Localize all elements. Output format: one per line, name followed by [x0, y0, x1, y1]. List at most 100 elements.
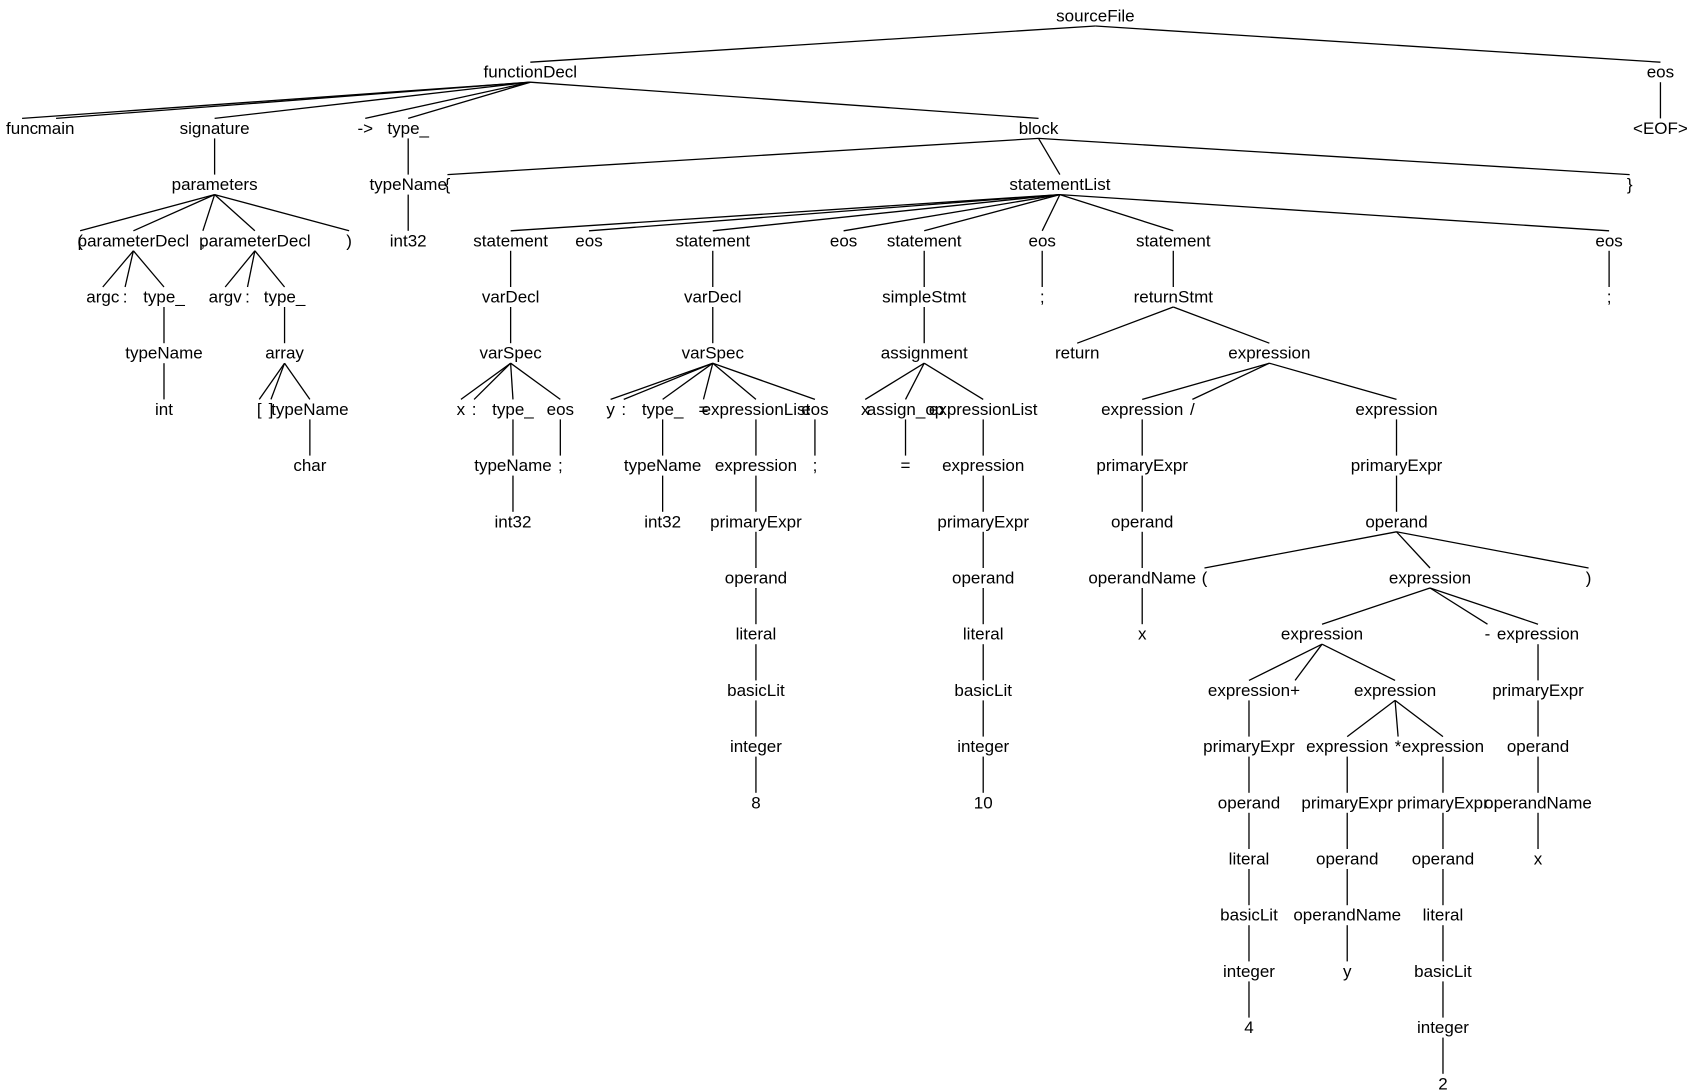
tree-node-operand: operand — [1218, 793, 1280, 812]
tree-node-integer: integer — [730, 737, 782, 756]
tree-edge — [904, 362, 925, 400]
tree-node-semicolon: ; — [558, 456, 563, 475]
tree-node-operand: operand — [952, 569, 1014, 588]
tree-edge — [1394, 699, 1444, 738]
tree-node-operand: operand — [1365, 512, 1427, 531]
tree-edge — [254, 250, 286, 288]
tree-node-char: char — [293, 456, 326, 475]
tree-node-type-name: typeName — [125, 344, 202, 363]
tree-node-2: 2 — [1438, 1074, 1447, 1090]
tree-node-equals: = — [699, 400, 709, 419]
tree-node-assignment: assignment — [881, 344, 968, 363]
tree-node-rparen: ) — [346, 231, 352, 250]
tree-edge — [214, 81, 531, 120]
tree-edge — [1038, 137, 1630, 176]
tree-node-literal: literal — [1423, 906, 1464, 925]
tree-edge — [214, 193, 350, 232]
tree-edge — [1142, 362, 1270, 401]
tree-node-x: x — [1534, 850, 1543, 869]
tree-edge — [1192, 362, 1270, 400]
tree-edge — [473, 362, 512, 400]
tree-edge — [447, 137, 1039, 176]
tree-node-slash: / — [1190, 400, 1195, 419]
tree-edge — [1396, 531, 1589, 569]
tree-edge — [530, 25, 1096, 63]
tree-node-literal: literal — [736, 625, 777, 644]
tree-node-y: y — [606, 400, 615, 419]
tree-node-expression: expression — [1101, 400, 1183, 419]
tree-edge — [509, 363, 514, 400]
tree-node-rbracket: ] — [269, 400, 274, 419]
tree-node-asterisk: * — [1395, 737, 1402, 756]
tree-node-semicolon: ; — [1040, 288, 1045, 307]
tree-edge — [712, 362, 816, 401]
tree-node-expression: expression — [1228, 344, 1310, 363]
tree-edge — [284, 362, 311, 400]
tree-node-type-name: typeName — [271, 400, 348, 419]
tree-node-parameter-decl: parameterDecl — [199, 231, 311, 250]
tree-node-operand-name: operandName — [1088, 569, 1196, 588]
tree-nodes: sourceFile functionDecl func main signature p… — [6, 7, 1688, 1090]
tree-node-basic-lit: basicLit — [1414, 962, 1472, 981]
tree-node-lbrace: { — [445, 175, 451, 194]
tree-node-integer: integer — [957, 737, 1009, 756]
tree-node-lbracket: [ — [257, 400, 262, 419]
tree-edge — [1429, 587, 1539, 625]
tree-edge — [510, 362, 561, 400]
tree-node-type-name: typeName — [474, 456, 551, 475]
tree-edge — [1269, 362, 1397, 401]
tree-node-statement-list: statementList — [1009, 175, 1110, 194]
tree-node-int: int — [155, 400, 173, 419]
tree-node-semicolon: ; — [1607, 288, 1612, 307]
tree-edge — [864, 362, 925, 400]
tree-edge — [1173, 306, 1270, 344]
tree-node-eos: eos — [830, 231, 857, 250]
tree-edge — [1041, 194, 1061, 232]
tree-edge — [258, 362, 286, 400]
tree-node-x: x — [457, 400, 466, 419]
tree-node-var-spec: varSpec — [682, 344, 745, 363]
tree-node-lparen: ( — [77, 231, 83, 250]
tree-edge — [712, 193, 1060, 232]
tree-edge — [1394, 700, 1399, 737]
tree-edge — [79, 193, 215, 232]
tree-node-eos: eos — [575, 231, 602, 250]
tree-node-int32: int32 — [390, 231, 427, 250]
tree-node-var-decl: varDecl — [482, 288, 540, 307]
tree-edges — [22, 25, 1662, 1074]
tree-node-arrow: -> — [357, 119, 373, 138]
tree-node-statement: statement — [675, 231, 750, 250]
tree-edge — [530, 81, 1039, 120]
tree-node-array: array — [265, 344, 304, 363]
tree-node-assign-op: assign_op — [867, 400, 945, 419]
tree-node-lparen: ( — [1202, 569, 1208, 588]
tree-node-expression: expression — [715, 456, 797, 475]
tree-edge — [843, 193, 1060, 232]
tree-node-main: main — [38, 119, 75, 138]
tree-edge — [1396, 531, 1431, 569]
tree-node-simple-stmt: simpleStmt — [882, 288, 966, 307]
tree-node-expression: expression — [942, 456, 1024, 475]
tree-edge — [56, 81, 531, 120]
tree-node-basic-lit: basicLit — [954, 681, 1012, 700]
tree-edge — [662, 362, 714, 400]
tree-node-10: 10 — [974, 793, 993, 812]
tree-node-type: type_ — [143, 288, 185, 307]
tree-edge — [1248, 643, 1323, 681]
tree-node-argv: argv — [209, 288, 243, 307]
tree-node-type-name: typeName — [624, 456, 701, 475]
tree-node-return-stmt: returnStmt — [1134, 288, 1214, 307]
tree-node-eos: eos — [1647, 63, 1674, 82]
tree-node-primary-expr: primaryExpr — [710, 512, 802, 531]
tree-edge — [1037, 138, 1061, 175]
tree-node-basic-lit: basicLit — [727, 681, 785, 700]
tree-edge — [623, 362, 714, 401]
tree-node-statement: statement — [887, 231, 962, 250]
tree-node-expression: expression — [1208, 681, 1290, 700]
tree-node-primary-expr: primaryExpr — [1203, 737, 1295, 756]
tree-node-operand-name: operandName — [1484, 793, 1592, 812]
tree-edge — [202, 194, 216, 232]
tree-node-4: 4 — [1244, 1018, 1253, 1037]
tree-edge — [1204, 531, 1397, 569]
